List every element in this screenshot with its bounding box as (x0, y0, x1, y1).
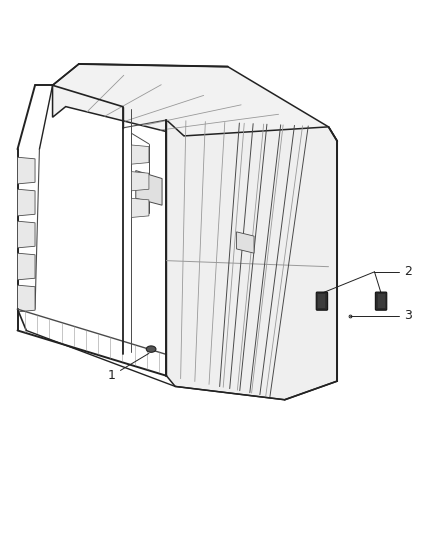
Polygon shape (18, 253, 35, 280)
Ellipse shape (146, 346, 156, 352)
Text: 2: 2 (404, 265, 412, 278)
Polygon shape (166, 120, 337, 400)
Polygon shape (237, 232, 254, 253)
FancyBboxPatch shape (316, 292, 328, 310)
Polygon shape (53, 64, 337, 141)
Polygon shape (18, 285, 35, 312)
Text: 3: 3 (404, 309, 412, 322)
Polygon shape (18, 189, 35, 216)
FancyBboxPatch shape (375, 292, 387, 310)
Polygon shape (136, 171, 162, 205)
Polygon shape (18, 157, 35, 184)
Polygon shape (131, 172, 149, 191)
Polygon shape (131, 198, 149, 217)
Polygon shape (131, 145, 149, 164)
Polygon shape (18, 221, 35, 248)
Text: 1: 1 (108, 369, 116, 382)
